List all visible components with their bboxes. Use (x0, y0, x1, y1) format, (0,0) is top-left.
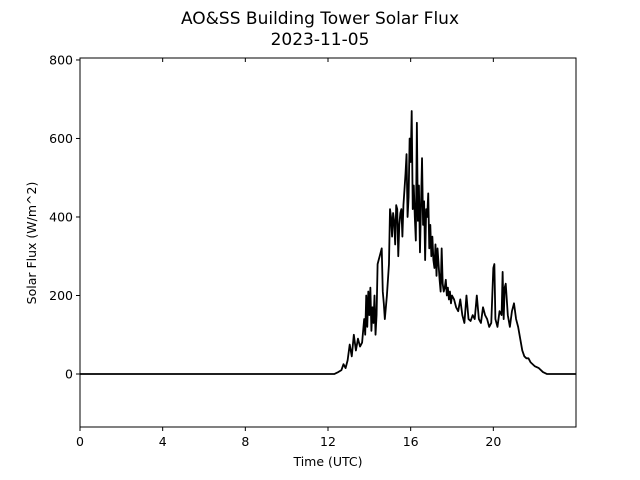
plot-area (80, 58, 576, 427)
y-tick-label: 600 (49, 131, 73, 146)
chart-subtitle: 2023-11-05 (271, 30, 370, 50)
x-tick-label: 12 (320, 434, 336, 449)
x-axis-label: Time (UTC) (292, 454, 362, 469)
series-line (80, 110, 576, 375)
chart-title: AO&SS Building Tower Solar Flux (181, 9, 459, 29)
series-group (80, 110, 576, 375)
y-tick-label: 400 (49, 209, 73, 224)
x-tick-label: 16 (403, 434, 419, 449)
y-tick-label: 0 (65, 367, 73, 382)
x-tick-label: 0 (76, 434, 84, 449)
y-tick-label: 800 (49, 52, 73, 67)
plot-frame (79, 57, 577, 428)
y-axis-label: Solar Flux (W/m^2) (24, 182, 39, 305)
x-tick-label: 20 (485, 434, 501, 449)
x-tick-label: 8 (241, 434, 249, 449)
y-tick-label: 200 (49, 288, 73, 303)
x-tick-label: 4 (159, 434, 167, 449)
